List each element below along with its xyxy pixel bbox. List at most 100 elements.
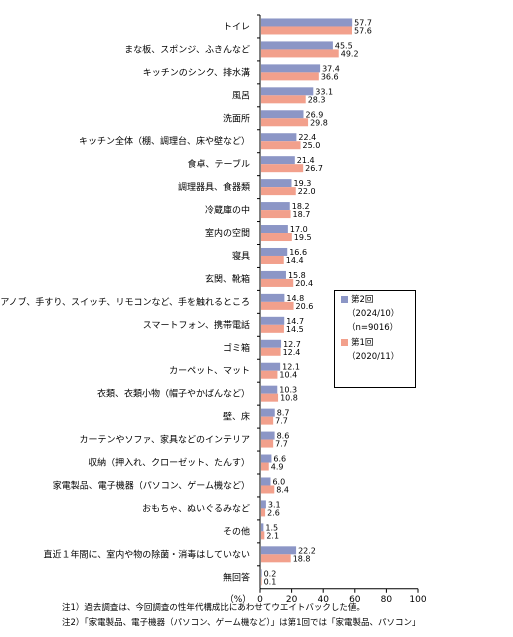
- bar-series1: [261, 41, 333, 50]
- x-tick-label: 80: [381, 595, 393, 605]
- bar-series2: [261, 278, 294, 287]
- bar-series2: [261, 26, 353, 35]
- bar-series1: [261, 133, 297, 142]
- x-tick-label: 60: [349, 595, 361, 605]
- bar-series1: [261, 477, 271, 486]
- value-label-series1: 3.1: [268, 500, 281, 509]
- value-label-series1: 37.4: [322, 64, 340, 73]
- bar-series2: [261, 416, 274, 425]
- legend-date-series1: （2024/10）: [347, 309, 400, 319]
- bar-series2: [261, 324, 284, 333]
- bar-series2: [261, 347, 281, 356]
- bar-series1: [261, 270, 286, 279]
- bar-series2: [261, 577, 262, 586]
- bar-series2: [261, 439, 274, 448]
- value-label-series1: 15.8: [288, 271, 306, 280]
- bar-series2: [261, 141, 301, 150]
- legend-n-series1: （n=9016）: [347, 323, 399, 333]
- value-label-series1: 45.5: [335, 41, 353, 50]
- bar-series2: [261, 485, 275, 494]
- x-unit-label: （%）: [225, 594, 252, 605]
- value-label-series2: 10.4: [279, 371, 297, 380]
- value-label-series2: 14.5: [286, 325, 304, 334]
- value-label-series1: 0.2: [264, 569, 277, 578]
- value-label-series2: 18.8: [293, 554, 311, 563]
- value-label-series1: 57.7: [354, 18, 372, 27]
- bar-series1: [261, 87, 314, 96]
- legend-item-series2: 第1回: [341, 337, 373, 349]
- value-label-series2: 36.6: [321, 72, 339, 81]
- category-label: 壁、床: [223, 411, 250, 423]
- legend-swatch-series2: [341, 339, 348, 346]
- bar-series1: [261, 431, 275, 440]
- value-label-series2: 10.8: [280, 394, 298, 403]
- category-label: カーテンやソファ、家具などのインテリア: [79, 434, 250, 446]
- bar-series2: [261, 508, 266, 517]
- category-label: トイレ: [223, 22, 250, 32]
- value-label-series2: 20.4: [295, 279, 313, 288]
- category-label: まな板、スポンジ、ふきんなど: [124, 43, 250, 55]
- bar-series2: [261, 554, 291, 563]
- bar-series2: [261, 393, 279, 402]
- value-label-series1: 14.7: [286, 317, 304, 326]
- bar-series1: [261, 569, 262, 578]
- category-label: カーペット、マット: [169, 366, 250, 377]
- value-label-series2: 2.1: [266, 531, 279, 540]
- bar-series1: [261, 110, 304, 119]
- category-label: ゴミ箱: [223, 342, 250, 354]
- bar-series2: [261, 233, 292, 242]
- value-label-series1: 22.4: [298, 133, 316, 142]
- bar-series1: [261, 339, 282, 348]
- bar-series2: [261, 531, 265, 540]
- category-label: 収納（押入れ、クローゼット、たんす）: [88, 457, 250, 469]
- value-label-series2: 4.9: [271, 463, 284, 472]
- bar-series1: [261, 454, 272, 463]
- category-label: その他: [223, 525, 250, 537]
- category-label: 調理器具、食器類: [178, 181, 250, 193]
- value-label-series1: 10.3: [279, 386, 297, 395]
- category-label: 室内の空間: [205, 227, 250, 239]
- value-label-series1: 14.8: [286, 294, 304, 303]
- bar-series1: [261, 408, 275, 417]
- category-label: 玄関、靴箱: [205, 273, 250, 285]
- bar-series2: [261, 255, 284, 264]
- category-label: スマートフォン、携帯電話: [143, 319, 250, 331]
- bar-series1: [261, 523, 264, 532]
- bar-series1: [261, 247, 288, 256]
- bar-series1: [261, 316, 285, 325]
- category-label: 直近１年間に、室内や物の除菌・消毒はしていない: [44, 548, 250, 560]
- value-label-series2: 22.0: [298, 187, 316, 196]
- value-label-series2: 28.3: [308, 95, 326, 104]
- bar-series1: [261, 293, 285, 302]
- category-label: 風呂: [232, 90, 250, 101]
- value-label-series2: 0.1: [264, 577, 277, 586]
- value-label-series1: 6.0: [272, 477, 285, 486]
- value-label-series2: 7.7: [275, 440, 288, 449]
- value-label-series2: 49.2: [341, 49, 359, 58]
- bar-series2: [261, 187, 296, 196]
- bar-series2: [261, 301, 294, 310]
- value-label-series1: 21.4: [297, 156, 315, 165]
- category-label: キッチン全体（棚、調理台、床や壁など）: [79, 135, 250, 147]
- bar-series1: [261, 64, 321, 73]
- legend-swatch-series1: [341, 296, 348, 303]
- value-label-series2: 25.0: [303, 141, 321, 150]
- category-label: 洗面所: [223, 112, 250, 124]
- value-label-series2: 20.6: [296, 302, 314, 311]
- value-label-series1: 1.5: [265, 523, 278, 532]
- x-tick-label: 40: [317, 595, 329, 605]
- value-label-series1: 8.6: [277, 432, 290, 441]
- category-label: 寝具: [232, 250, 250, 262]
- value-label-series1: 19.3: [293, 179, 311, 188]
- x-tick-label: 100: [409, 595, 426, 605]
- legend-label-series1: 第2回: [351, 295, 374, 305]
- bar-series1: [261, 202, 290, 211]
- value-label-series2: 7.7: [275, 417, 288, 426]
- bar-series1: [261, 179, 292, 188]
- value-label-series2: 26.7: [305, 164, 323, 173]
- footnote-2: 注2）「家電製品、電子機器（パソコン、ゲーム機など）」は第1回では「家電製品、パ…: [62, 618, 421, 628]
- value-label-series2: 29.8: [310, 118, 328, 127]
- value-label-series2: 2.6: [267, 508, 280, 517]
- category-label: 無回答: [223, 571, 250, 583]
